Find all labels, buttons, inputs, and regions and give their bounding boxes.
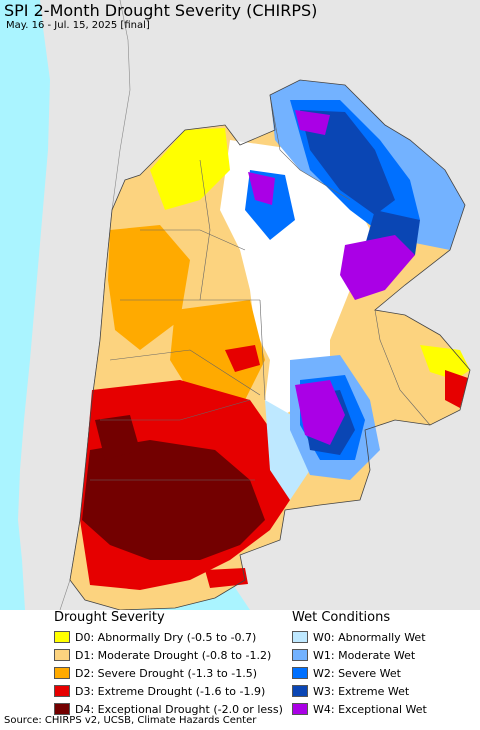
drought-map	[0, 0, 480, 610]
legend-item-d0: D0: Abnormally Dry (-0.5 to -0.7)	[54, 628, 283, 646]
swatch-w1	[292, 649, 308, 661]
legend-label-w4: W4: Exceptional Wet	[313, 702, 427, 716]
legend-label-w2: W2: Severe Wet	[313, 666, 401, 680]
legend-label-d4: D4: Exceptional Drought (-2.0 or less)	[75, 702, 283, 716]
legend-item-d4: D4: Exceptional Drought (-2.0 or less)	[54, 700, 283, 718]
d4-patagonia	[82, 440, 265, 560]
swatch-w4	[292, 703, 308, 715]
legend-wet-heading: Wet Conditions	[292, 610, 391, 625]
legend-item-w1: W1: Moderate Wet	[292, 646, 427, 664]
d2-central	[108, 225, 190, 350]
province-borders	[90, 94, 431, 481]
swatch-d1	[54, 649, 70, 661]
swatch-w0	[292, 631, 308, 643]
legend-drought-heading: Drought Severity	[54, 610, 165, 625]
legend-label-d2: D2: Severe Drought (-1.3 to -1.5)	[75, 666, 258, 680]
w3-paraguay	[300, 110, 395, 215]
map-title: SPI 2-Month Drought Severity (CHIRPS)	[4, 1, 318, 20]
w4-buenos-aires	[295, 380, 345, 445]
region-outline	[69, 79, 471, 610]
legend-label-d3: D3: Extreme Drought (-1.6 to -1.9)	[75, 684, 266, 698]
w4-paraguay	[295, 110, 330, 135]
swatch-w2	[292, 667, 308, 679]
map-subtitle: May. 16 - Jul. 15, 2025 [final]	[6, 20, 150, 31]
legend-drought: Drought Severity D0: Abnormally Dry (-0.…	[54, 610, 283, 718]
swatch-d0	[54, 631, 70, 643]
legend-wet: Wet Conditions W0: Abnormally Wet W1: Mo…	[292, 610, 427, 718]
legend-label-w1: W1: Moderate Wet	[313, 648, 416, 662]
legend-item-w4: W4: Exceptional Wet	[292, 700, 427, 718]
d4-west	[95, 415, 140, 460]
source-credit: Source: CHIRPS v2, UCSB, Climate Hazards…	[4, 715, 257, 726]
legend-label-d0: D0: Abnormally Dry (-0.5 to -0.7)	[75, 630, 257, 644]
legend-item-w2: W2: Severe Wet	[292, 664, 427, 682]
legend-label-d1: D1: Moderate Drought (-0.8 to -1.2)	[75, 648, 272, 662]
d0-uruguay	[420, 345, 470, 380]
legend-item-d2: D2: Severe Drought (-1.3 to -1.5)	[54, 664, 283, 682]
legend-item-d1: D1: Moderate Drought (-0.8 to -1.2)	[54, 646, 283, 664]
swatch-d2	[54, 667, 70, 679]
w4-chaco	[248, 172, 275, 205]
legend-item-w3: W3: Extreme Wet	[292, 682, 427, 700]
legend-label-w0: W0: Abnormally Wet	[313, 630, 426, 644]
legend-label-w3: W3: Extreme Wet	[313, 684, 410, 698]
d0-north	[150, 128, 230, 210]
tierra-del-fuego	[205, 568, 248, 588]
swatch-d4	[54, 703, 70, 715]
swatch-w3	[292, 685, 308, 697]
legend-item-w0: W0: Abnormally Wet	[292, 628, 427, 646]
swatch-d3	[54, 685, 70, 697]
d3-spot	[225, 345, 260, 372]
d2-pampas	[170, 300, 265, 410]
legend: Drought Severity D0: Abnormally Dry (-0.…	[0, 610, 480, 716]
d3-uruguay-east	[445, 370, 468, 408]
legend-item-d3: D3: Extreme Drought (-1.6 to -1.9)	[54, 682, 283, 700]
w4-corrientes	[340, 235, 415, 300]
